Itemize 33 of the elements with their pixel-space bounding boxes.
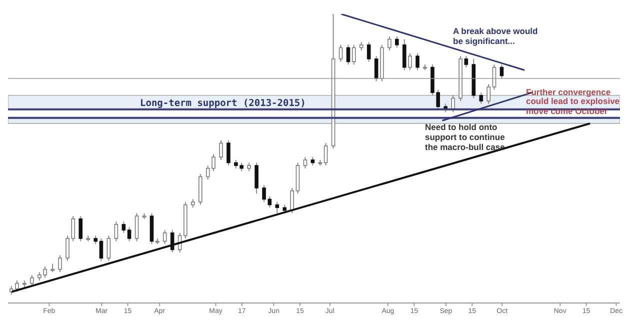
candlestick xyxy=(352,44,356,66)
candlestick xyxy=(127,226,132,242)
candlestick xyxy=(500,64,504,80)
candlestick xyxy=(486,84,491,104)
candlestick xyxy=(366,42,371,62)
candlestick xyxy=(290,187,294,214)
candlestick xyxy=(451,94,455,113)
candlestick xyxy=(402,38,406,71)
candlestick xyxy=(134,212,139,242)
candlestick xyxy=(114,221,118,242)
candlestick xyxy=(416,52,420,71)
candlestick xyxy=(254,162,258,194)
candlestick xyxy=(388,36,392,51)
candlestick xyxy=(303,156,308,169)
candlestick xyxy=(99,238,104,262)
candlestick xyxy=(219,140,223,160)
candlestick xyxy=(346,44,350,66)
candlestick xyxy=(324,142,328,166)
candlestick xyxy=(464,56,468,68)
candlestick xyxy=(275,201,280,214)
candlestick xyxy=(162,230,167,245)
candlestick xyxy=(106,235,111,262)
candlestick xyxy=(338,44,343,62)
candlestick xyxy=(30,274,34,287)
annotation: A break above would be significant... xyxy=(453,26,539,46)
candlestick xyxy=(395,36,399,48)
candlestick xyxy=(479,92,484,104)
band-label: Long-term support (2013-2015) xyxy=(140,98,306,109)
candlestick xyxy=(408,52,412,71)
candlestick xyxy=(226,140,230,166)
candlestick xyxy=(78,216,83,242)
candlestick xyxy=(58,254,62,273)
candlestick xyxy=(122,221,126,234)
